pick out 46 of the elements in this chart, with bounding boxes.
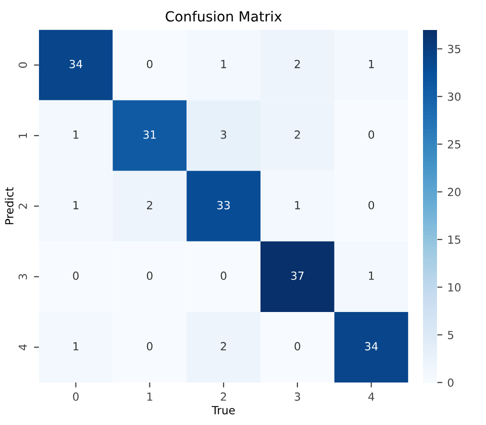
- color-bar-label: 25: [448, 140, 460, 149]
- y-tick-label: 0: [18, 62, 28, 68]
- data-label: 37: [291, 271, 304, 280]
- data-label: 34: [70, 60, 82, 68]
- data-label: 0: [220, 271, 226, 280]
- x-tick-label: 3: [294, 392, 300, 401]
- data-label: 1: [368, 272, 374, 280]
- data-label: 2: [294, 130, 300, 139]
- data-label: 31: [143, 130, 156, 139]
- color-bar-label: 10: [448, 283, 461, 292]
- data-label: 33: [217, 200, 230, 210]
- data-label: 2: [146, 200, 152, 210]
- data-label: 1: [74, 342, 78, 350]
- data-label: 1: [74, 201, 78, 210]
- data-label: 0: [146, 342, 152, 350]
- data-label: 0: [146, 60, 152, 68]
- x-axis-title: True: [212, 406, 235, 414]
- color-bar-label: 20: [448, 188, 461, 196]
- color-bar-label: 0: [448, 378, 454, 387]
- chart-title: Confusion Matrix: [166, 10, 282, 22]
- data-label: 3: [220, 130, 226, 139]
- data-label: 1: [368, 60, 374, 68]
- y-tick-label: 3: [18, 274, 28, 280]
- data-label: 2: [294, 60, 300, 68]
- data-label: 2: [220, 342, 226, 350]
- x-tick-label: 2: [220, 392, 226, 401]
- data-label: 0: [294, 342, 300, 350]
- color-bar-label: 30: [448, 92, 461, 101]
- color-bar-label: 15: [448, 236, 460, 244]
- x-tick-label: 1: [147, 392, 152, 401]
- data-label: 0: [146, 271, 152, 280]
- color-bar-label: 5: [448, 330, 454, 340]
- data-label: 1: [221, 60, 226, 68]
- data-label: 0: [73, 271, 79, 280]
- y-tick-label: 4: [18, 344, 27, 350]
- color-bar-label: 35: [448, 44, 460, 54]
- y-tick-label: 1: [18, 133, 27, 138]
- y-tick-label: 2: [18, 204, 27, 209]
- data-label: 0: [368, 200, 374, 210]
- x-tick-label: 0: [73, 392, 79, 401]
- data-label: 1: [295, 201, 300, 210]
- data-label: 1: [74, 130, 78, 139]
- data-label: 34: [365, 342, 378, 350]
- data-label: 0: [368, 130, 374, 139]
- y-axis-title: Predict: [4, 187, 14, 224]
- x-tick-label: 4: [368, 392, 374, 401]
